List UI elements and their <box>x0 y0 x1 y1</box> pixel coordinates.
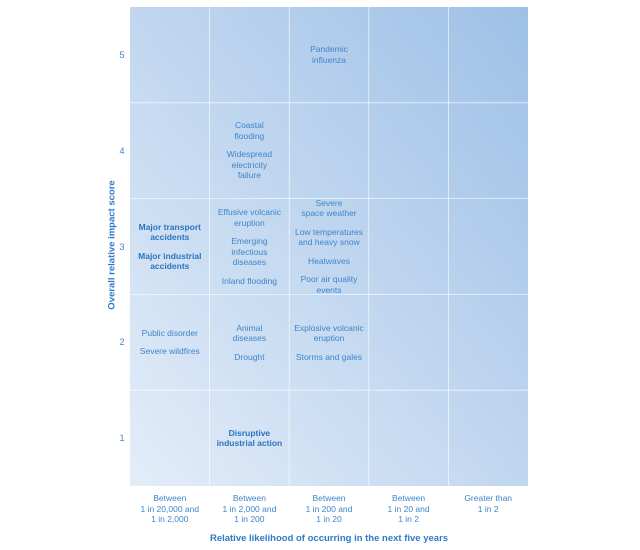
risk-label: Severe space weather <box>301 197 357 219</box>
risk-label: Major industrial accidents <box>138 250 202 272</box>
risk-label: Inland flooding <box>221 275 278 286</box>
risk-label: Storms and gales <box>295 351 363 362</box>
x-tick-label: Greater than 1 in 2 <box>464 493 513 514</box>
risk-label: Major transport accidents <box>138 221 201 243</box>
risk-label: Coastal flooding <box>234 120 265 141</box>
y-tick-label: 2 <box>119 337 125 348</box>
risk-label: Drought <box>234 351 265 362</box>
gridlines <box>130 7 528 486</box>
risk-label: Disruptive industrial action <box>216 427 283 449</box>
risk-label: Heatwaves <box>307 255 351 266</box>
x-axis-label: Relative likelihood of occurring in the … <box>209 533 449 544</box>
y-tick-label: 5 <box>119 49 125 60</box>
risk-label: Low temperatures and heavy snow <box>294 226 364 248</box>
risk-label: Animal diseases <box>232 322 267 344</box>
risk-label: Pandemic influenza <box>310 44 348 65</box>
risk-label: Poor air quality events <box>300 274 358 295</box>
y-tick-label: 1 <box>119 433 125 444</box>
risk-label: Effusive volcanic eruption <box>217 207 281 228</box>
risk-label: Emerging infectious diseases <box>231 236 268 267</box>
x-tick-label: Between 1 in 20 and 1 in 2 <box>387 493 430 524</box>
x-tick-label: Between 1 in 200 and 1 in 20 <box>305 493 353 524</box>
risk-label: Public disorder <box>141 327 198 338</box>
x-tick-label: Between 1 in 2,000 and 1 in 200 <box>222 493 277 524</box>
risk-label: Widespread electricity failure <box>226 149 273 181</box>
y-axis-label-text: Overall relative impact score <box>106 180 118 310</box>
matrix-background <box>130 7 528 486</box>
risk-label: Explosive volcanic eruption <box>294 322 364 344</box>
risk-label: Severe wildfires <box>139 346 200 357</box>
x-tick-label: Between 1 in 20,000 and 1 in 2,000 <box>140 493 200 524</box>
y-tick-label: 4 <box>119 145 125 156</box>
y-tick-label: 3 <box>119 241 125 252</box>
